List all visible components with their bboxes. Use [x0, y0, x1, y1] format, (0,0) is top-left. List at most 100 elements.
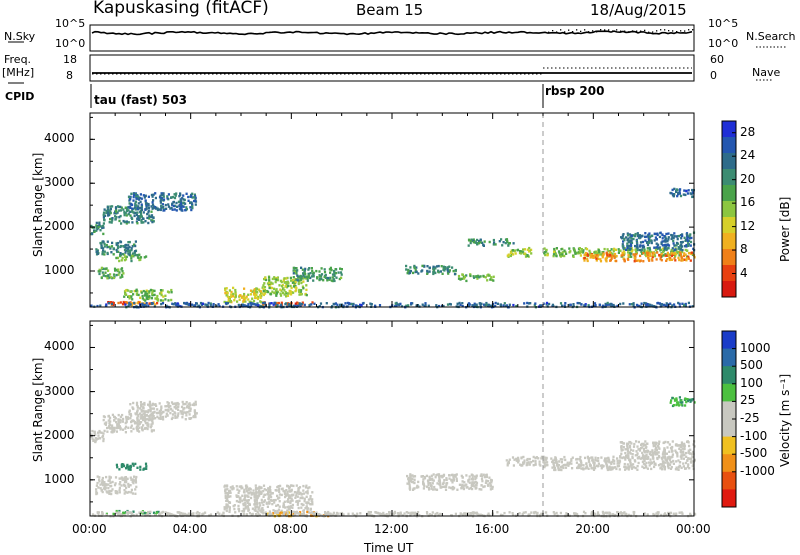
- heatmap-cell: [619, 302, 622, 306]
- heatmap-cell: [311, 503, 314, 506]
- heatmap-cell: [286, 513, 289, 516]
- heatmap-cell: [676, 188, 679, 192]
- heatmap-cell: [441, 475, 444, 478]
- heatmap-cell: [663, 235, 666, 238]
- heatmap-cell: [484, 481, 487, 484]
- heatmap-cell: [664, 245, 668, 248]
- heatmap-cell: [344, 302, 347, 305]
- heatmap-cell: [693, 445, 696, 448]
- colorbar-segment: [722, 153, 736, 170]
- heatmap-cell: [530, 252, 533, 255]
- heatmap-cell: [678, 302, 681, 306]
- heatmap-cell: [295, 491, 298, 494]
- heatmap-cell: [665, 237, 668, 240]
- heatmap-cell: [111, 217, 114, 220]
- heatmap-cell: [452, 487, 455, 491]
- heatmap-cell: [305, 505, 308, 508]
- heatmap-cell: [506, 464, 509, 467]
- x-tick-label: 08:00: [273, 522, 308, 536]
- heatmap-cell: [246, 501, 249, 505]
- heatmap-cell: [582, 510, 586, 514]
- heatmap-cell: [156, 294, 159, 298]
- heatmap-cell: [291, 506, 294, 509]
- heatmap-cell: [608, 461, 611, 464]
- heatmap-cell: [627, 255, 630, 258]
- heatmap-cell: [644, 443, 647, 446]
- heatmap-cell: [110, 302, 113, 306]
- heatmap-cell: [670, 252, 673, 256]
- heatmap-cell: [258, 492, 261, 496]
- heatmap-cell: [456, 488, 459, 491]
- heatmap-cell: [635, 253, 638, 256]
- heatmap-cell: [136, 416, 139, 419]
- heatmap-cell: [170, 298, 173, 302]
- heatmap-cell: [647, 233, 650, 236]
- heatmap-cell: [269, 293, 272, 296]
- heatmap-cell: [235, 485, 238, 488]
- heatmap-cell: [422, 478, 425, 481]
- heatmap-cell: [181, 512, 184, 516]
- colorbar-tick-label: -100: [740, 428, 768, 443]
- heatmap-cell: [260, 486, 263, 489]
- heatmap-cell: [480, 473, 483, 476]
- heatmap-cell: [120, 206, 123, 209]
- heatmap-cell: [564, 302, 567, 305]
- heatmap-cell: [173, 193, 176, 196]
- heatmap-cell: [247, 509, 250, 512]
- heatmap-cell: [132, 427, 135, 431]
- heatmap-cell: [599, 253, 602, 256]
- heatmap-cell: [590, 512, 593, 515]
- heatmap-cell: [616, 465, 619, 468]
- heatmap-cell: [450, 478, 453, 482]
- heatmap-cell: [150, 302, 153, 306]
- heatmap-cell: [151, 203, 155, 206]
- heatmap-cell: [267, 490, 270, 493]
- heatmap-cell: [621, 245, 624, 248]
- heatmap-cell: [434, 267, 437, 270]
- heatmap-cell: [96, 475, 99, 478]
- heatmap-cell: [164, 405, 167, 408]
- heatmap-cell: [143, 511, 146, 515]
- heatmap-cell: [117, 269, 120, 272]
- heatmap-cell: [534, 460, 537, 463]
- heatmap-cell: [101, 483, 105, 487]
- heatmap-cell: [162, 198, 166, 201]
- heatmap-cell: [125, 214, 128, 217]
- heatmap-cell: [624, 236, 628, 239]
- heatmap-cell: [228, 296, 231, 299]
- heatmap-cell: [173, 411, 176, 414]
- heatmap-cell: [307, 274, 310, 277]
- heatmap-cell: [663, 441, 666, 444]
- heatmap-cell: [182, 403, 185, 406]
- heatmap-cell: [124, 490, 127, 494]
- heatmap-cell: [299, 290, 302, 293]
- heatmap-cell: [135, 422, 139, 425]
- heatmap-cell: [155, 404, 158, 407]
- heatmap-cell: [657, 454, 661, 458]
- heatmap-cell: [683, 453, 686, 456]
- heatmap-cell: [532, 464, 535, 467]
- heatmap-cell: [632, 511, 636, 514]
- heatmap-cell: [546, 254, 549, 257]
- heatmap-cell: [299, 304, 302, 307]
- heatmap-cell: [329, 512, 332, 516]
- heatmap-cell: [632, 466, 635, 469]
- heatmap-cell: [664, 440, 667, 444]
- heatmap-cell: [656, 452, 659, 456]
- heatmap-cell: [625, 248, 628, 251]
- heatmap-cell: [125, 222, 128, 225]
- heatmap-cell: [424, 304, 427, 307]
- colorbar-tick-label: 1000: [740, 340, 771, 355]
- heatmap-cell: [691, 305, 694, 308]
- heatmap-cell: [277, 508, 281, 511]
- heatmap-cell: [559, 253, 562, 257]
- heatmap-cell: [551, 303, 554, 307]
- heatmap-cell: [270, 495, 273, 499]
- heatmap-cell: [442, 304, 445, 308]
- heatmap-cell: [678, 464, 681, 467]
- heatmap-cell: [124, 255, 127, 258]
- heatmap-cell: [154, 192, 157, 195]
- heatmap-cell: [262, 489, 265, 493]
- heatmap-cell: [188, 413, 191, 416]
- heatmap-cell: [614, 466, 617, 469]
